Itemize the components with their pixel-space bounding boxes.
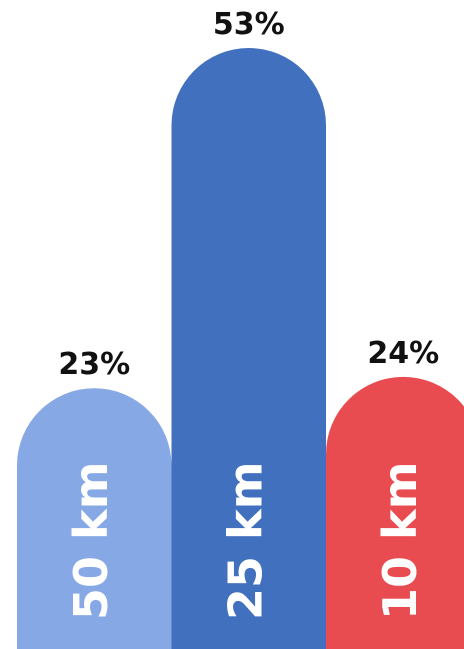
value-label: 53% (213, 7, 285, 42)
category-label: 10 km (373, 461, 427, 620)
value-label: 24% (367, 336, 439, 371)
bar (17, 388, 172, 649)
category-label: 25 km (218, 461, 272, 620)
value-label: 23% (58, 347, 130, 382)
bar (171, 48, 326, 649)
bar (326, 376, 464, 649)
category-label: 50 km (64, 461, 118, 620)
